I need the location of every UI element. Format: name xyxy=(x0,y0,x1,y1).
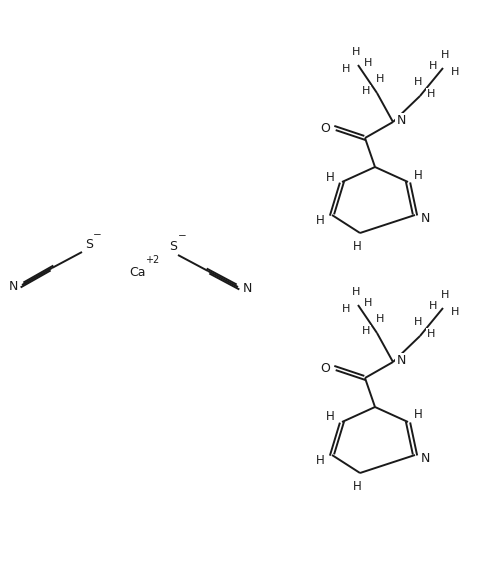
Text: H: H xyxy=(413,168,422,181)
Text: O: O xyxy=(319,122,329,134)
Text: −: − xyxy=(177,231,186,241)
Text: H: H xyxy=(341,64,349,74)
Text: Ca: Ca xyxy=(130,265,146,278)
Text: H: H xyxy=(450,307,458,317)
Text: H: H xyxy=(413,317,421,327)
Text: H: H xyxy=(315,454,324,467)
Text: H: H xyxy=(325,170,333,184)
Text: O: O xyxy=(319,362,329,375)
Text: S: S xyxy=(85,238,93,251)
Text: N: N xyxy=(8,279,17,292)
Text: H: H xyxy=(375,74,383,84)
Text: H: H xyxy=(363,298,371,308)
Text: H: H xyxy=(325,410,333,423)
Text: H: H xyxy=(426,329,434,339)
Text: H: H xyxy=(413,409,422,421)
Text: H: H xyxy=(361,326,369,336)
Text: N: N xyxy=(242,282,251,295)
Text: N: N xyxy=(395,113,405,127)
Text: H: H xyxy=(351,287,360,297)
Text: H: H xyxy=(375,314,383,324)
Text: H: H xyxy=(361,86,369,96)
Text: +2: +2 xyxy=(145,255,159,265)
Text: H: H xyxy=(315,214,324,227)
Text: H: H xyxy=(352,239,361,252)
Text: H: H xyxy=(440,290,448,300)
Text: H: H xyxy=(351,47,360,57)
Text: N: N xyxy=(420,211,429,224)
Text: H: H xyxy=(450,67,458,77)
Text: N: N xyxy=(395,353,405,366)
Text: N: N xyxy=(420,451,429,464)
Text: H: H xyxy=(428,301,436,311)
Text: H: H xyxy=(341,304,349,314)
Text: H: H xyxy=(426,89,434,99)
Text: −: − xyxy=(92,230,101,240)
Text: H: H xyxy=(440,50,448,60)
Text: S: S xyxy=(168,239,177,252)
Text: H: H xyxy=(352,480,361,492)
Text: H: H xyxy=(413,77,421,87)
Text: H: H xyxy=(363,58,371,68)
Text: H: H xyxy=(428,61,436,71)
